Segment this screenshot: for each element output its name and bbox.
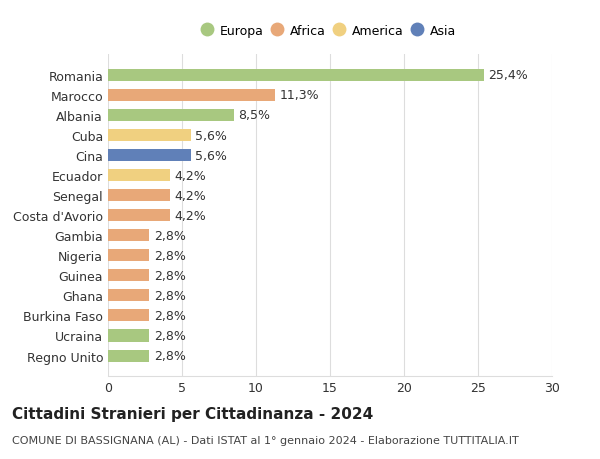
Text: 2,8%: 2,8% [154,289,186,302]
Text: 8,5%: 8,5% [238,109,270,122]
Bar [108,310,149,322]
Text: 2,8%: 2,8% [154,269,186,282]
Bar [108,170,170,182]
Text: 4,2%: 4,2% [175,209,206,222]
Bar [108,210,170,222]
Text: 2,8%: 2,8% [154,329,186,342]
Legend: Europa, Africa, America, Asia: Europa, Africa, America, Asia [199,20,461,43]
Bar [108,130,191,142]
Text: 2,8%: 2,8% [154,249,186,262]
Bar [108,70,484,82]
Bar [108,190,170,202]
Bar [108,110,234,122]
Bar [108,90,275,102]
Text: 2,8%: 2,8% [154,309,186,322]
Text: COMUNE DI BASSIGNANA (AL) - Dati ISTAT al 1° gennaio 2024 - Elaborazione TUTTITA: COMUNE DI BASSIGNANA (AL) - Dati ISTAT a… [12,435,519,445]
Bar [108,290,149,302]
Text: 4,2%: 4,2% [175,189,206,202]
Text: Cittadini Stranieri per Cittadinanza - 2024: Cittadini Stranieri per Cittadinanza - 2… [12,406,373,421]
Bar [108,330,149,342]
Bar [108,350,149,362]
Text: 11,3%: 11,3% [280,89,319,102]
Text: 5,6%: 5,6% [196,149,227,162]
Bar [108,230,149,242]
Bar [108,150,191,162]
Text: 25,4%: 25,4% [488,69,528,82]
Text: 2,8%: 2,8% [154,229,186,242]
Text: 5,6%: 5,6% [196,129,227,142]
Text: 4,2%: 4,2% [175,169,206,182]
Bar [108,250,149,262]
Bar [108,270,149,282]
Text: 2,8%: 2,8% [154,349,186,362]
